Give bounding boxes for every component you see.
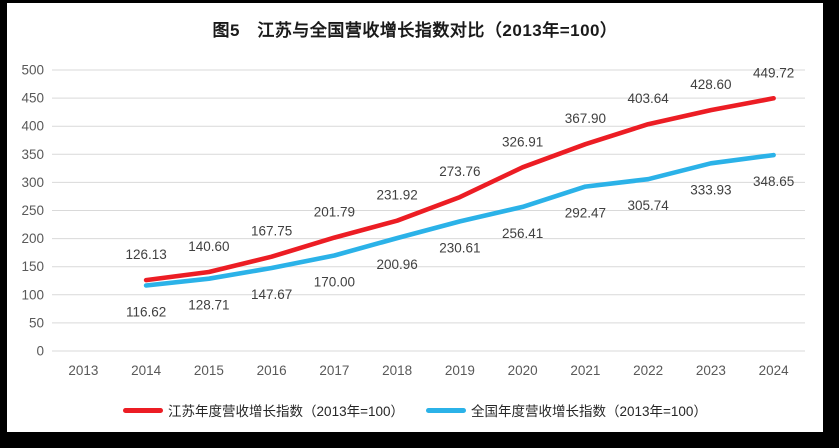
data-label: 326.91 — [502, 134, 543, 149]
data-label: 140.60 — [188, 239, 229, 254]
data-label: 200.96 — [376, 257, 417, 272]
data-label: 292.47 — [565, 206, 606, 221]
data-label: 256.41 — [502, 226, 543, 241]
data-label: 348.65 — [753, 174, 794, 189]
data-label: 230.61 — [439, 240, 480, 255]
x-axis-tick-label: 2015 — [194, 363, 224, 378]
red-line-swatch-icon — [123, 407, 164, 413]
data-label: 428.60 — [690, 77, 731, 92]
chart-title: 图5 江苏与全国营收增长指数对比（2013年=100） — [212, 21, 618, 40]
data-label: 201.79 — [314, 205, 355, 220]
x-axis-tick-label: 2024 — [759, 363, 790, 378]
x-axis-tick-label: 2013 — [68, 363, 98, 378]
data-label: 128.71 — [188, 298, 229, 313]
x-axis-tick-label: 2018 — [382, 363, 412, 378]
x-axis-tick-label: 2016 — [257, 363, 287, 378]
data-label: 449.72 — [753, 65, 794, 80]
legend-item-national: 全国年度营收增长指数（2013年=100） — [426, 400, 707, 420]
data-label: 170.00 — [314, 275, 355, 290]
data-label: 126.13 — [125, 247, 166, 262]
x-axis-tick-label: 2023 — [696, 363, 726, 378]
y-axis-tick-label: 300 — [21, 175, 44, 190]
x-axis-tick-label: 2017 — [319, 363, 349, 378]
data-label: 273.76 — [439, 164, 480, 179]
y-axis-tick-label: 500 — [21, 63, 44, 78]
x-axis-tick-label: 2019 — [445, 363, 475, 378]
y-axis-tick-label: 0 — [36, 344, 44, 359]
legend-label-national: 全国年度营收增长指数（2013年=100） — [471, 404, 707, 419]
x-axis-tick-label: 2022 — [633, 363, 663, 378]
data-label: 116.62 — [126, 305, 166, 320]
blue-line-swatch-icon — [426, 407, 466, 413]
y-axis-tick-label: 400 — [21, 119, 44, 134]
data-label: 231.92 — [376, 188, 417, 203]
line-chart: 0 50 100 150 200 250 300 350 400 450 500 2013 2014 20… — [21, 63, 805, 378]
legend: 江苏年度营收增长指数（2013年=100） 全国年度营收增长指数（2013年=1… — [7, 400, 823, 420]
data-label: 367.90 — [565, 111, 606, 126]
y-axis-tick-label: 200 — [21, 231, 44, 246]
data-label: 333.93 — [690, 182, 731, 197]
data-label: 403.64 — [627, 91, 669, 106]
data-label: 147.67 — [251, 287, 292, 302]
x-axis-tick-label: 2020 — [508, 363, 538, 378]
y-axis-tick-label: 50 — [29, 315, 44, 330]
legend-item-jiangsu: 江苏年度营收增长指数（2013年=100） — [123, 400, 404, 420]
chart-page: 0 50 100 150 200 250 300 350 400 450 500 2013 2014 20… — [7, 3, 823, 432]
series-line-1 — [143, 152, 776, 288]
legend-label-jiangsu: 江苏年度营收增长指数（2013年=100） — [168, 404, 404, 419]
y-axis-tick-label: 100 — [21, 287, 44, 302]
data-label: 305.74 — [627, 198, 669, 213]
y-axis-tick-label: 350 — [21, 147, 44, 162]
y-axis-tick-label: 250 — [21, 203, 44, 218]
y-axis-tick-label: 150 — [21, 259, 44, 274]
x-axis-tick-label: 2021 — [570, 363, 600, 378]
y-axis-tick-label: 450 — [21, 91, 44, 106]
series-line-0 — [143, 96, 776, 283]
data-label: 167.75 — [251, 224, 292, 239]
x-axis-tick-label: 2014 — [131, 363, 162, 378]
